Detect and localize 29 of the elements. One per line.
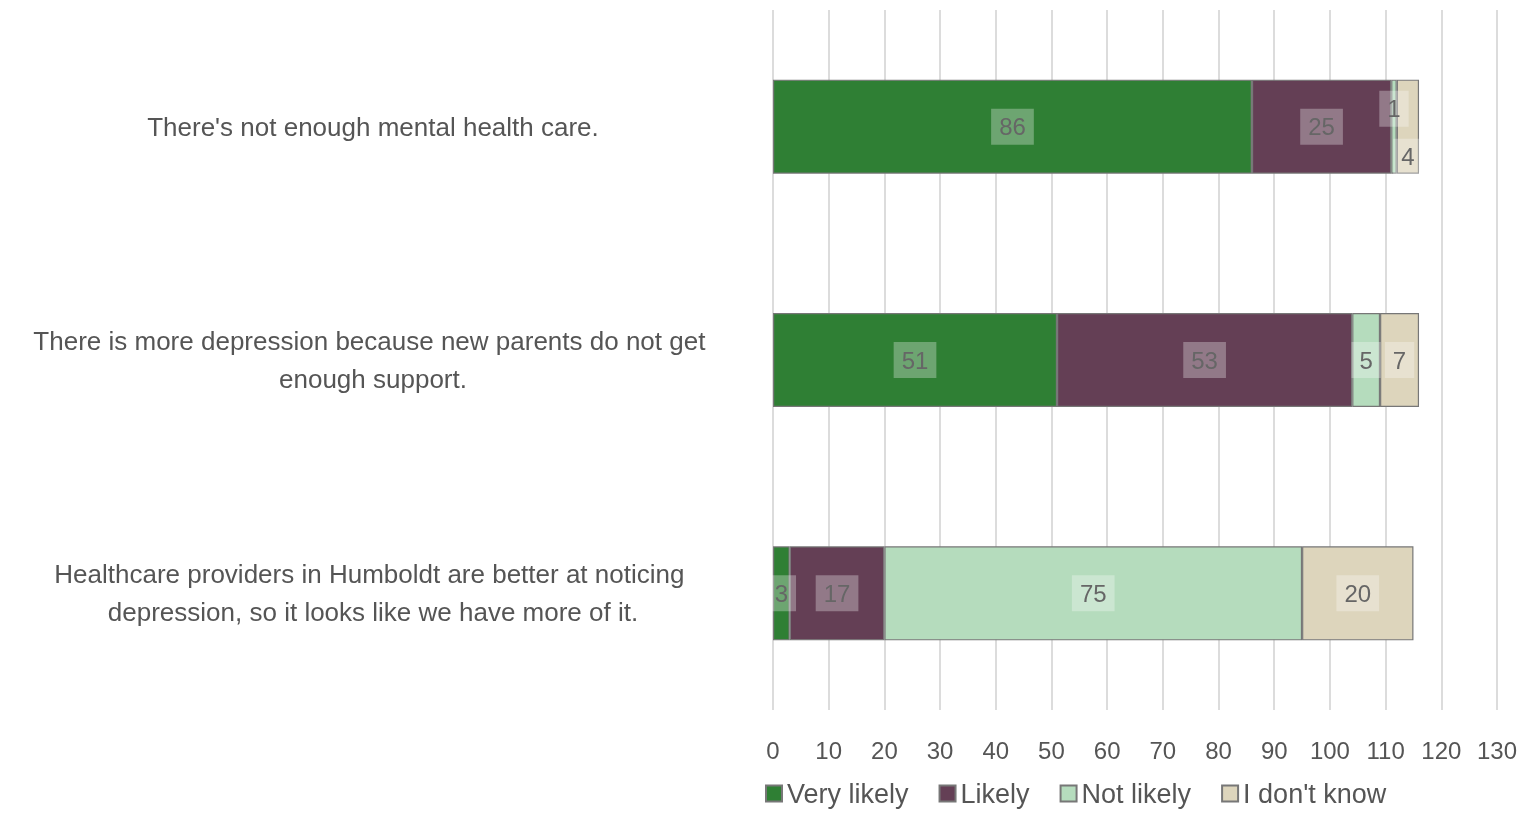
x-tick-label: 60 — [1093, 736, 1121, 764]
x-tick-label: 70 — [1149, 736, 1177, 764]
x-tick-label: 110 — [1366, 736, 1405, 764]
x-tick-label: 130 — [1476, 736, 1518, 764]
x-tick-label: 30 — [926, 736, 954, 764]
data-label: 7 — [1392, 346, 1407, 374]
x-tick-label: 40 — [982, 736, 1010, 764]
y-tick-label: Healthcare providers in Humboldt are better at noticing depression, so it looks like we have more of it. — [54, 559, 692, 628]
x-tick-label: 20 — [871, 736, 898, 764]
x-tick-label: 90 — [1260, 736, 1288, 764]
data-label: 20 — [1344, 579, 1372, 607]
x-tick-label: 80 — [1205, 736, 1232, 764]
data-label: 4 — [1401, 143, 1415, 171]
y-tick-label: There's not enough mental health care. — [147, 111, 599, 142]
legend-label: Not likely — [1081, 778, 1192, 809]
data-label: 51 — [901, 346, 929, 374]
x-tick-label: 100 — [1309, 736, 1350, 764]
x-tick-label: 50 — [1038, 736, 1065, 764]
legend-label: Very likely — [787, 778, 910, 809]
legend-label: I don't know — [1243, 778, 1387, 809]
data-label: 86 — [999, 113, 1026, 141]
y-tick-label: There is more depression because new parents do not get enough support. — [33, 326, 713, 394]
x-tick-label: 120 — [1421, 736, 1462, 764]
legend-label: Likely — [960, 778, 1031, 809]
data-label: 75 — [1079, 579, 1107, 607]
x-tick-label: 10 — [815, 736, 843, 764]
x-tick-label: 0 — [766, 736, 780, 764]
data-label: 5 — [1359, 346, 1373, 374]
data-label: 3 — [774, 579, 789, 607]
